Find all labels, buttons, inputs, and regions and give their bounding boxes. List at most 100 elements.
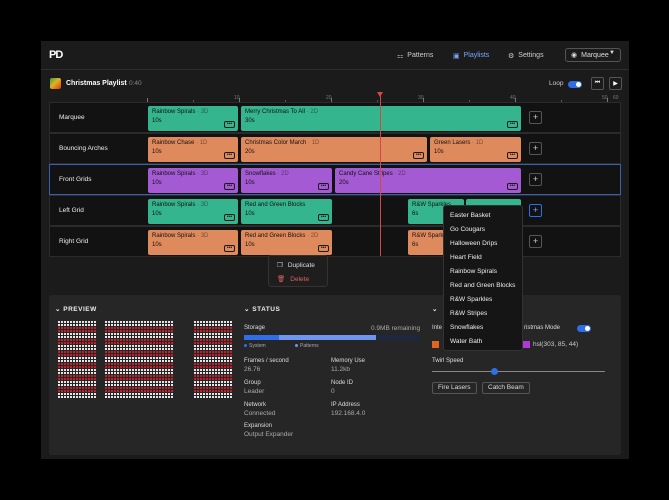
playhead-handle[interactable] (377, 92, 383, 97)
more-icon[interactable]: ••• (318, 183, 329, 190)
clip[interactable]: Rainbow Spirals · 3D 10s ••• (148, 168, 238, 193)
color-swatch-right[interactable] (523, 341, 530, 348)
led-pixel (120, 351, 122, 353)
clip[interactable]: Red and Green Blocks 10s ••• (241, 199, 332, 224)
led-pixel (91, 387, 93, 389)
duplicate-item[interactable]: ❐ Duplicate (277, 261, 315, 269)
led-pixel (221, 333, 223, 335)
pattern-option[interactable]: Halloween Drips (450, 240, 498, 247)
loop-label: Loop (549, 80, 564, 87)
led-pixel (114, 357, 116, 359)
more-icon[interactable]: ••• (507, 121, 518, 128)
pattern-option[interactable]: Easter Basket (450, 212, 491, 219)
play-button[interactable]: ▶ (609, 77, 622, 90)
led-pixel (200, 354, 202, 356)
loop-toggle[interactable] (568, 81, 582, 88)
led-pixel (141, 375, 143, 377)
led-pixel (147, 396, 149, 398)
nav-settings[interactable]: ⚙ Settings (508, 41, 544, 70)
led-pixel (230, 330, 232, 332)
led-pixel (212, 387, 214, 389)
led-pixel (117, 369, 119, 371)
add-clip-button[interactable]: + (529, 204, 542, 217)
led-pixel (76, 375, 78, 377)
more-icon[interactable]: ••• (413, 152, 424, 159)
led-pixel (120, 363, 122, 365)
pattern-option[interactable]: Rainbow Spirals (450, 268, 497, 275)
storage-legend: Patterns (295, 343, 319, 349)
more-icon[interactable]: ••• (224, 214, 235, 221)
catch-beam-button[interactable]: Catch Beam (482, 382, 530, 394)
pattern-option[interactable]: Go Cougars (450, 226, 486, 233)
pattern-option[interactable]: Heart Field (450, 254, 482, 261)
fire-lasers-button[interactable]: Fire Lasers (432, 382, 477, 394)
led-pixel (70, 333, 72, 335)
add-clip-button[interactable]: + (529, 173, 542, 186)
pattern-option[interactable]: R&W Sparkles (450, 296, 493, 303)
led-pixel (105, 366, 107, 368)
twirl-speed-slider[interactable] (432, 371, 605, 372)
led-pixel (156, 378, 158, 380)
pattern-option[interactable]: R&W Stripes (450, 310, 488, 317)
more-icon[interactable]: ••• (507, 152, 518, 159)
led-pixel (76, 348, 78, 350)
christmas-mode-toggle[interactable] (577, 325, 591, 332)
more-icon[interactable]: ••• (224, 245, 235, 252)
clip[interactable]: Rainbow Spirals · 3D 10s ••• (148, 199, 238, 224)
more-icon[interactable]: ••• (507, 183, 518, 190)
add-clip-button[interactable]: + (529, 111, 542, 124)
clip-duration: 10s (152, 180, 162, 186)
led-pixel (105, 396, 107, 398)
add-clip-button[interactable]: + (529, 235, 542, 248)
controls-header[interactable]: ⌄ (432, 305, 438, 313)
nav-playlists[interactable]: ▣ Playlists (453, 41, 489, 70)
preview-header[interactable]: ⌄ PREVIEW (55, 305, 97, 313)
led-pixel (132, 384, 134, 386)
led-pixel (144, 339, 146, 341)
pattern-option[interactable]: Water Bath (450, 338, 483, 345)
led-pixel (206, 390, 208, 392)
clip[interactable]: Merry Christmas To All · 2D 30s ••• (241, 106, 521, 131)
led-pixel (132, 369, 134, 371)
more-icon[interactable]: ••• (318, 214, 329, 221)
ip-label: IP Address (331, 402, 360, 408)
duplicate-label: Duplicate (287, 262, 315, 269)
twirl-speed-knob[interactable] (491, 368, 499, 375)
led-pixel (156, 351, 158, 353)
fps-value: 26.76 (244, 366, 261, 373)
clip[interactable]: Green Lasers · 1D 10s ••• (430, 137, 521, 162)
playhead[interactable] (380, 93, 381, 256)
clip[interactable]: Snowflakes · 2D 10s ••• (241, 168, 332, 193)
led-pixel (194, 369, 196, 371)
more-icon[interactable]: ••• (224, 183, 235, 190)
led-pixel (123, 369, 125, 371)
clip[interactable]: Red and Green Blocks · 2D 10s ••• (241, 230, 332, 255)
led-pixel (135, 348, 137, 350)
color-swatch-left[interactable] (432, 341, 439, 348)
clip[interactable]: Rainbow Spirals · 3D 10s ••• (148, 106, 238, 131)
pattern-option[interactable]: Red and Green Blocks (450, 282, 516, 289)
led-pixel (123, 381, 125, 383)
led-pixel (85, 378, 87, 380)
led-pixel (64, 387, 66, 389)
led-pixel (138, 324, 140, 326)
add-clip-button[interactable]: + (529, 142, 542, 155)
led-pixel (162, 387, 164, 389)
device-select[interactable]: ◉ Marquee ▼ (565, 48, 621, 62)
led-pixel (88, 324, 90, 326)
more-icon[interactable]: ••• (224, 152, 235, 159)
more-icon[interactable]: ••• (224, 121, 235, 128)
led-pixel (114, 393, 116, 395)
track-row-left-grid: Left Grid Rainbow Spirals · 3D 10s ••• R… (49, 195, 621, 226)
led-pixel (221, 393, 223, 395)
clip[interactable]: Christmas Color March · 1D 20s ••• (241, 137, 427, 162)
delete-item[interactable]: 🗑 Delete (277, 275, 309, 283)
nav-patterns[interactable]: ⚏ Patterns (397, 41, 433, 70)
clip[interactable]: Rainbow Chase · 1D 10s ••• (148, 137, 238, 162)
restart-button[interactable]: ⏮ (591, 77, 604, 90)
status-header[interactable]: ⌄ STATUS (244, 305, 280, 313)
clip[interactable]: Candy Cane Stripes · 2D 20s ••• (335, 168, 521, 193)
clip[interactable]: Rainbow Spirals · 3D 10s ••• (148, 230, 238, 255)
pattern-option[interactable]: Snowflakes (450, 324, 484, 331)
more-icon[interactable]: ••• (318, 245, 329, 252)
